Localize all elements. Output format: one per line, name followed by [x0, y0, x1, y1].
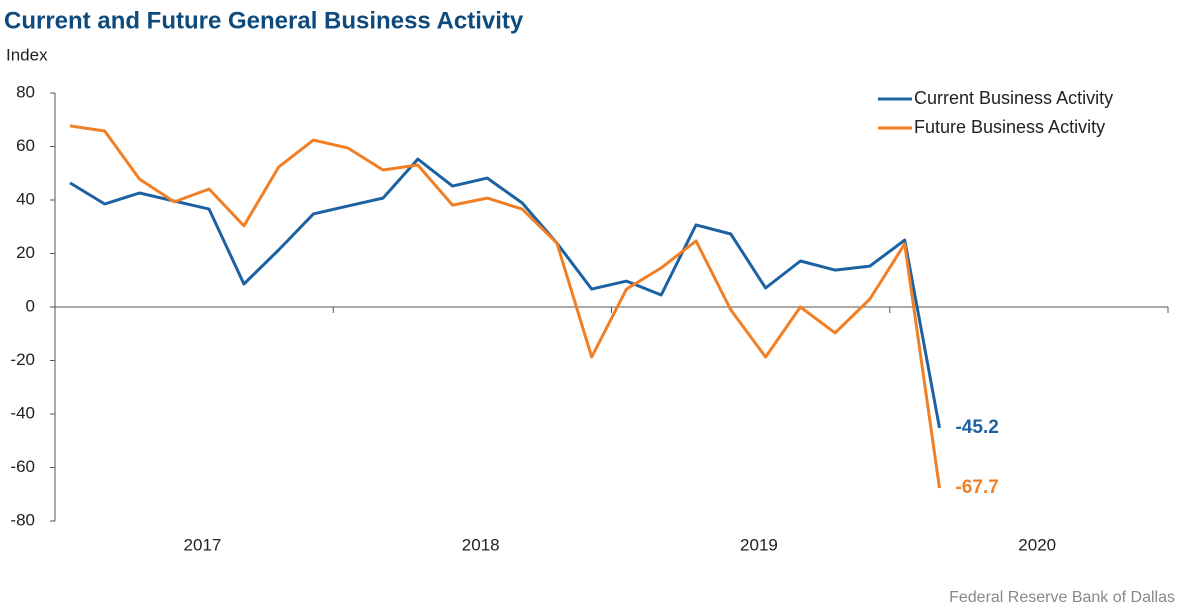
- x-tick-label: 2019: [740, 535, 778, 554]
- chart-title: Current and Future General Business Acti…: [4, 7, 524, 34]
- y-axis-label: Index: [6, 45, 48, 64]
- y-tick-label: 20: [16, 243, 35, 262]
- series-line: [69, 124, 941, 489]
- y-tick-label: 40: [16, 189, 35, 208]
- x-tick-label: 2020: [1018, 535, 1056, 554]
- x-tick-label: 2017: [184, 535, 222, 554]
- y-tick-label: -40: [10, 403, 35, 422]
- y-tick-label: -60: [10, 457, 35, 476]
- source: Federal Reserve Bank of Dallas: [949, 589, 1175, 606]
- x-tick-label: 2018: [462, 535, 500, 554]
- legend-label: Future Business Activity: [914, 117, 1105, 137]
- legend-label: Current Business Activity: [914, 88, 1113, 108]
- y-tick-label: 60: [16, 136, 35, 155]
- data-label: -67.7: [955, 477, 998, 498]
- y-tick-label: -20: [10, 350, 35, 369]
- y-tick-label: -80: [10, 510, 35, 529]
- series-line: [69, 157, 941, 429]
- y-tick-label: 0: [26, 296, 35, 315]
- data-label: -45.2: [955, 417, 998, 438]
- y-tick-label: 80: [16, 82, 35, 101]
